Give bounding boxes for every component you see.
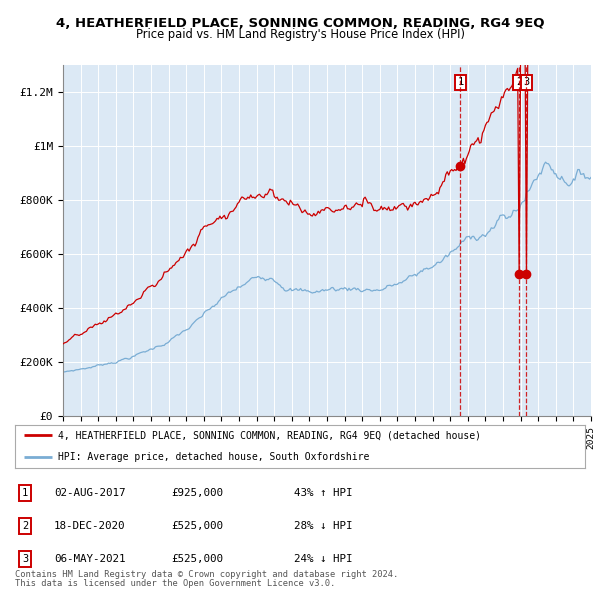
Text: 28% ↓ HPI: 28% ↓ HPI [294,522,353,531]
Text: 06-MAY-2021: 06-MAY-2021 [54,554,125,563]
Text: 3: 3 [22,554,28,563]
Text: HPI: Average price, detached house, South Oxfordshire: HPI: Average price, detached house, Sout… [58,452,369,462]
Text: £525,000: £525,000 [171,554,223,563]
Text: 3: 3 [523,77,530,87]
Text: 43% ↑ HPI: 43% ↑ HPI [294,489,353,498]
Text: £525,000: £525,000 [171,522,223,531]
Text: 24% ↓ HPI: 24% ↓ HPI [294,554,353,563]
Text: 1: 1 [457,77,464,87]
Text: 1: 1 [22,489,28,498]
Text: £925,000: £925,000 [171,489,223,498]
Text: Price paid vs. HM Land Registry's House Price Index (HPI): Price paid vs. HM Land Registry's House … [136,28,464,41]
Text: 2: 2 [22,522,28,531]
Text: 4, HEATHERFIELD PLACE, SONNING COMMON, READING, RG4 9EQ: 4, HEATHERFIELD PLACE, SONNING COMMON, R… [56,17,544,30]
Text: Contains HM Land Registry data © Crown copyright and database right 2024.: Contains HM Land Registry data © Crown c… [15,571,398,579]
Text: 4, HEATHERFIELD PLACE, SONNING COMMON, READING, RG4 9EQ (detached house): 4, HEATHERFIELD PLACE, SONNING COMMON, R… [58,430,481,440]
Text: 02-AUG-2017: 02-AUG-2017 [54,489,125,498]
Text: This data is licensed under the Open Government Licence v3.0.: This data is licensed under the Open Gov… [15,579,335,588]
Text: 18-DEC-2020: 18-DEC-2020 [54,522,125,531]
Text: 2: 2 [516,77,522,87]
